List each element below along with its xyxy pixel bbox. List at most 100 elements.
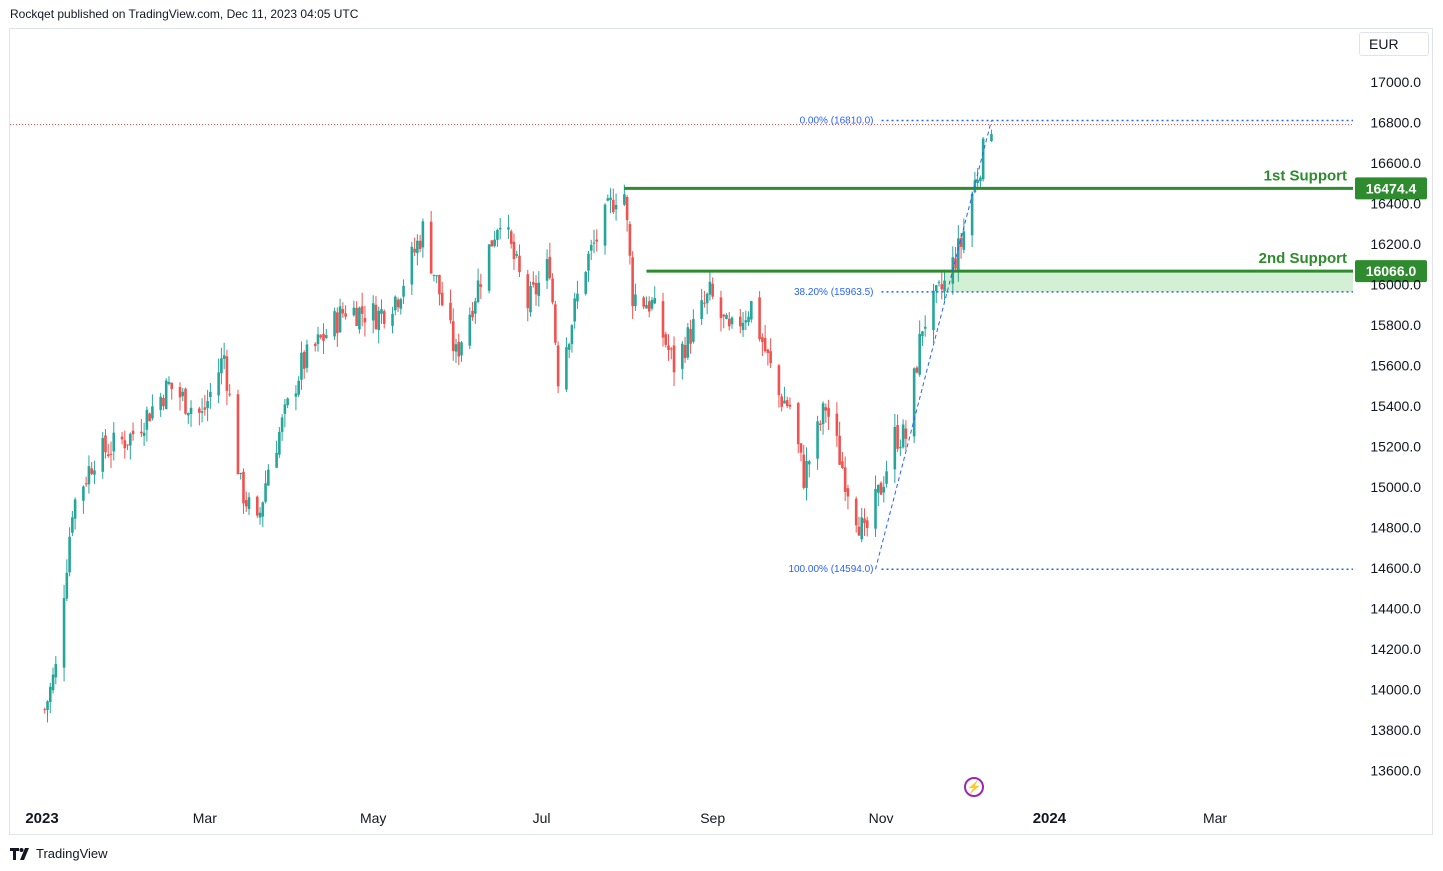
- candle-body: [595, 239, 599, 242]
- candle-body: [255, 496, 259, 516]
- candle: [874, 475, 877, 537]
- candle-body: [915, 367, 919, 373]
- candle-body: [970, 193, 974, 236]
- candle-body: [854, 498, 858, 526]
- candle: [65, 559, 69, 602]
- candle: [479, 273, 483, 300]
- candle: [821, 401, 825, 435]
- y-tick-label: 15800.0: [1370, 317, 1421, 333]
- candle: [681, 341, 684, 380]
- candle-body: [819, 423, 822, 425]
- candle-body: [432, 274, 436, 276]
- candle-body: [556, 345, 560, 387]
- candle: [744, 310, 748, 331]
- candle-body: [785, 400, 789, 406]
- candle: [374, 296, 378, 330]
- candle: [217, 358, 220, 404]
- x-tick-label: May: [360, 810, 386, 826]
- y-axis[interactable]: 13600.0 13800.0 14000.0 14200.0 14400.0 14600…: [1370, 74, 1421, 779]
- candle: [918, 320, 921, 377]
- candle-body: [200, 411, 204, 413]
- candle: [512, 233, 516, 270]
- y-tick-label: 16200.0: [1370, 236, 1421, 252]
- candle-body: [84, 483, 88, 485]
- y-tick-label: 16400.0: [1370, 196, 1421, 212]
- candle-body: [667, 345, 670, 351]
- candle: [647, 296, 651, 318]
- candle: [48, 682, 52, 714]
- candle: [255, 495, 259, 518]
- candle-body: [358, 307, 361, 330]
- candle: [827, 399, 830, 431]
- candle: [239, 472, 243, 480]
- candle-body: [148, 413, 151, 422]
- candle-body: [438, 274, 441, 295]
- candle-body: [923, 326, 927, 329]
- candle: [780, 393, 783, 412]
- candle-body: [783, 400, 786, 404]
- candle-body: [297, 380, 300, 395]
- candle: [382, 309, 386, 329]
- candles-layer: [43, 129, 993, 723]
- candle-body: [87, 466, 91, 485]
- candle-body: [371, 303, 375, 321]
- candle: [727, 312, 731, 331]
- candle: [363, 305, 367, 337]
- candle: [747, 311, 750, 326]
- candle-body: [683, 345, 687, 359]
- candle: [181, 388, 185, 402]
- candle: [344, 305, 347, 320]
- candle: [396, 297, 400, 312]
- candle: [142, 422, 146, 446]
- candle: [225, 349, 229, 405]
- candle: [761, 333, 764, 356]
- candle-body: [474, 301, 477, 314]
- candle-body: [126, 444, 129, 446]
- candle-body: [319, 335, 323, 338]
- fib-trend-line[interactable]: [875, 120, 992, 570]
- candle: [507, 214, 510, 239]
- candle: [120, 432, 124, 445]
- lightning-icon[interactable]: ⚡: [964, 777, 984, 797]
- currency-selector[interactable]: EUR: [1359, 32, 1429, 56]
- candle: [106, 443, 110, 458]
- candle-body: [722, 314, 726, 317]
- candle-body: [570, 325, 574, 345]
- candle: [82, 485, 85, 514]
- candle: [148, 412, 151, 422]
- candle-body: [62, 598, 66, 668]
- candle: [319, 334, 323, 340]
- candle: [496, 228, 499, 247]
- candle-body: [413, 248, 416, 253]
- candle: [672, 336, 676, 387]
- candle-body: [921, 331, 924, 337]
- candle-body: [509, 231, 513, 244]
- candle-body: [162, 397, 165, 407]
- candle-body: [493, 239, 496, 246]
- candle-body: [184, 388, 187, 414]
- candle: [838, 421, 841, 466]
- candle-body: [131, 430, 135, 435]
- candle: [87, 455, 91, 494]
- candle-body: [689, 328, 692, 344]
- candle: [413, 237, 416, 257]
- candle: [573, 292, 576, 329]
- candle-body: [512, 241, 516, 260]
- x-axis[interactable]: 2023 Mar May Jul Sep Nov 2024 Mar: [25, 810, 1227, 827]
- candle-body: [625, 196, 629, 221]
- candle: [912, 367, 916, 444]
- candle-body: [145, 409, 149, 430]
- candle: [300, 341, 303, 390]
- candle: [206, 389, 209, 422]
- candle-body: [451, 321, 455, 351]
- candle-body: [300, 352, 303, 380]
- tradingview-brand[interactable]: TradingView: [10, 846, 108, 861]
- candle-body: [344, 313, 347, 317]
- candle-body: [189, 407, 193, 414]
- candle: [432, 274, 436, 282]
- candle: [71, 510, 74, 537]
- candle: [471, 302, 474, 321]
- candle: [589, 239, 593, 260]
- support-price-label: 16474.4: [1366, 180, 1417, 196]
